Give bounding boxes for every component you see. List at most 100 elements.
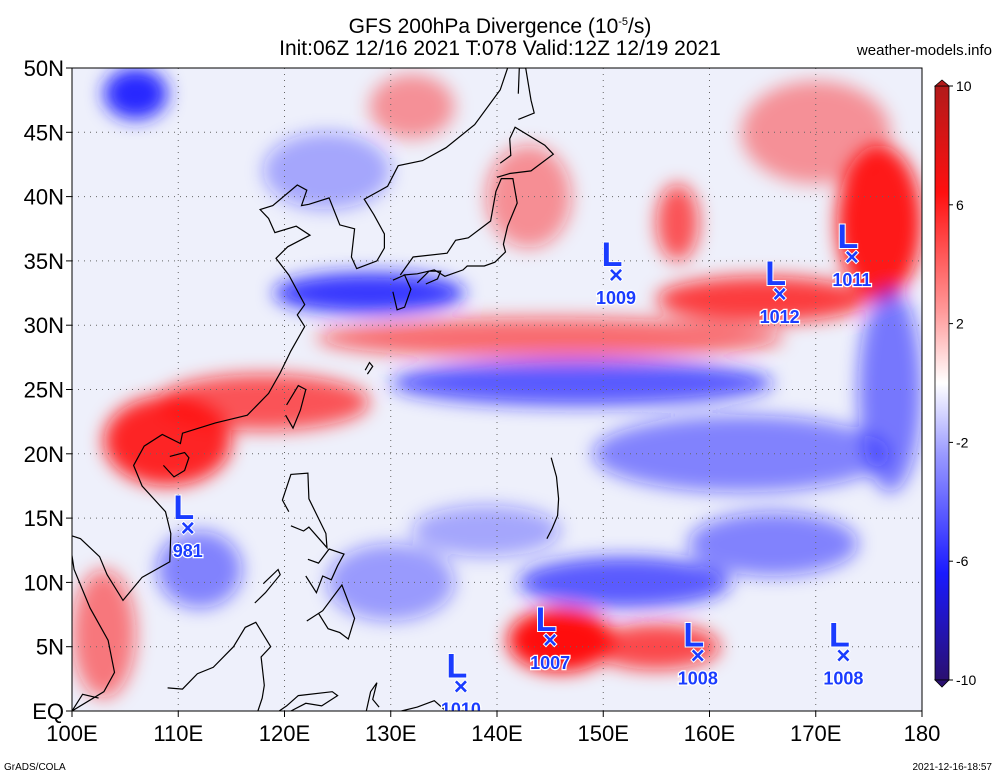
- lon-tick-label: 130E: [365, 721, 416, 746]
- lat-tick-label: 35N: [24, 249, 64, 274]
- low-center-marker: ×: [454, 673, 468, 700]
- coastline-sulawesi: [278, 691, 339, 711]
- low-pressure-value: 1007: [530, 653, 570, 673]
- coastline-mariana: [546, 457, 560, 539]
- low-pressure-value: 1008: [823, 668, 863, 688]
- low-center-marker: ×: [609, 262, 623, 289]
- low-symbol: L: [536, 601, 557, 639]
- lat-tick-label: 30N: [24, 313, 64, 338]
- coastline-asia-mainland: [72, 68, 509, 711]
- divergence-negative-area: [263, 132, 391, 210]
- colorbar-label: -2: [956, 434, 969, 450]
- colorbar-label: 2: [956, 316, 964, 332]
- divergence-negative-area: [412, 505, 561, 557]
- low-center-marker: ×: [691, 642, 705, 669]
- coastline-hainan: [162, 451, 190, 478]
- chart-subtitle: Init:06Z 12/16 2021 T:078 Valid:12Z 12/1…: [279, 37, 721, 60]
- coastline-mindanao: [306, 583, 356, 640]
- lon-tick-label: 170E: [790, 721, 841, 746]
- low-symbol: L: [602, 236, 623, 274]
- lon-tick-label: 120E: [259, 721, 310, 746]
- low-pressure-value: 1012: [760, 307, 800, 327]
- divergence-negative-area: [592, 415, 891, 493]
- lon-tick-label: 110E: [153, 721, 203, 746]
- divergence-negative-area: [103, 68, 168, 120]
- low-pressure-marker: L×1008: [822, 615, 865, 689]
- coastline-shikoku: [416, 270, 442, 285]
- divergence-negative-area: [858, 286, 922, 493]
- divergence-positive-area: [157, 374, 370, 431]
- low-symbol: L: [829, 616, 850, 654]
- divergence-negative-area: [390, 359, 774, 407]
- coastline-luzon: [281, 472, 328, 550]
- timestamp-label: 2021-12-16-18:57: [912, 762, 992, 773]
- lon-tick-label: 100E: [46, 721, 97, 746]
- low-center-marker: ×: [845, 244, 859, 271]
- divergence-positive-area: [656, 183, 699, 261]
- colorbar: 10 6 2 -2 -6 -10: [933, 78, 976, 688]
- coastline-new-guinea: [401, 700, 466, 711]
- low-symbol: L: [683, 616, 704, 654]
- low-pressure-marker: L×1012: [758, 254, 801, 328]
- low-pressure-marker: L×1011: [831, 217, 873, 291]
- coastline-ryukyu: [364, 361, 374, 375]
- lon-tick-label: 140E: [471, 721, 522, 746]
- coastline-sakhalin: [517, 68, 535, 120]
- low-pressure-marker: L×1009: [595, 235, 638, 309]
- low-pressure-marker: L×1008: [677, 615, 720, 689]
- coastline-kyushu: [392, 274, 412, 311]
- chart-title: GFS 200hPa Divergence (10-5/s): [348, 15, 652, 38]
- divergence-positive-area: [369, 74, 455, 139]
- low-symbol: L: [173, 489, 194, 527]
- coastline-taiwan: [285, 384, 307, 430]
- divergence-negative-area: [157, 530, 242, 609]
- lat-tick-label: 50N: [24, 56, 64, 81]
- colorbar-label: 10: [956, 78, 972, 94]
- low-center-marker: ×: [773, 281, 787, 308]
- low-pressure-value: 1010: [441, 699, 481, 719]
- lat-tick-label: 5N: [36, 635, 64, 660]
- low-pressure-value: 1011: [832, 270, 871, 290]
- low-center-marker: ×: [836, 642, 850, 669]
- low-pressure-value: 1009: [596, 288, 636, 308]
- colorbar-label: -10: [956, 672, 976, 688]
- lat-tick-label: 15N: [24, 506, 64, 531]
- coastline-palawan: [254, 568, 281, 604]
- coastline-sumatra: [72, 693, 99, 711]
- lat-tick-label: 25N: [24, 378, 64, 403]
- low-symbol: L: [837, 218, 858, 256]
- coastline-visayas: [305, 548, 345, 595]
- divergence-negative-area: [688, 511, 859, 576]
- coastline-honshu: [399, 178, 518, 277]
- site-label: weather-models.info: [856, 42, 992, 59]
- lat-tick-label: 20N: [24, 442, 64, 467]
- divergence-positive-area: [656, 276, 869, 323]
- divergence-positive-area: [507, 608, 614, 673]
- coastline-halmahera: [365, 682, 380, 711]
- low-pressure-marker: L×1010: [440, 646, 483, 719]
- low-symbol: L: [446, 647, 467, 685]
- colorbar-label: 6: [956, 197, 964, 213]
- low-center-marker: ×: [543, 627, 557, 654]
- low-pressure-value: 981: [173, 541, 203, 561]
- divergence-positive-area: [592, 623, 721, 670]
- lat-tick-label: 40N: [24, 185, 64, 210]
- lat-tick-label: 10N: [24, 570, 64, 595]
- divergence-positive-area: [316, 317, 784, 359]
- low-symbol: L: [765, 255, 786, 293]
- low-pressure-marker: L×981: [172, 488, 205, 562]
- low-pressure-value: 1008: [678, 668, 718, 688]
- lon-tick-label: 160E: [684, 721, 735, 746]
- plot-area: L×981L×1009L×1012L×1011L×1010L×1007L×100…: [72, 68, 922, 719]
- coastline-borneo: [167, 621, 272, 711]
- low-pressure-marker: L×1007: [529, 600, 572, 674]
- lat-tick-label: EQ: [32, 699, 64, 724]
- credit-label: GrADS/COLA: [4, 762, 66, 773]
- low-center-marker: ×: [181, 515, 195, 542]
- lat-tick-label: 45N: [24, 120, 64, 145]
- colorbar-label: -6: [956, 553, 969, 569]
- coastline-hokkaido: [496, 126, 555, 178]
- lon-tick-label: 180: [904, 721, 941, 746]
- lon-tick-label: 150E: [578, 721, 629, 746]
